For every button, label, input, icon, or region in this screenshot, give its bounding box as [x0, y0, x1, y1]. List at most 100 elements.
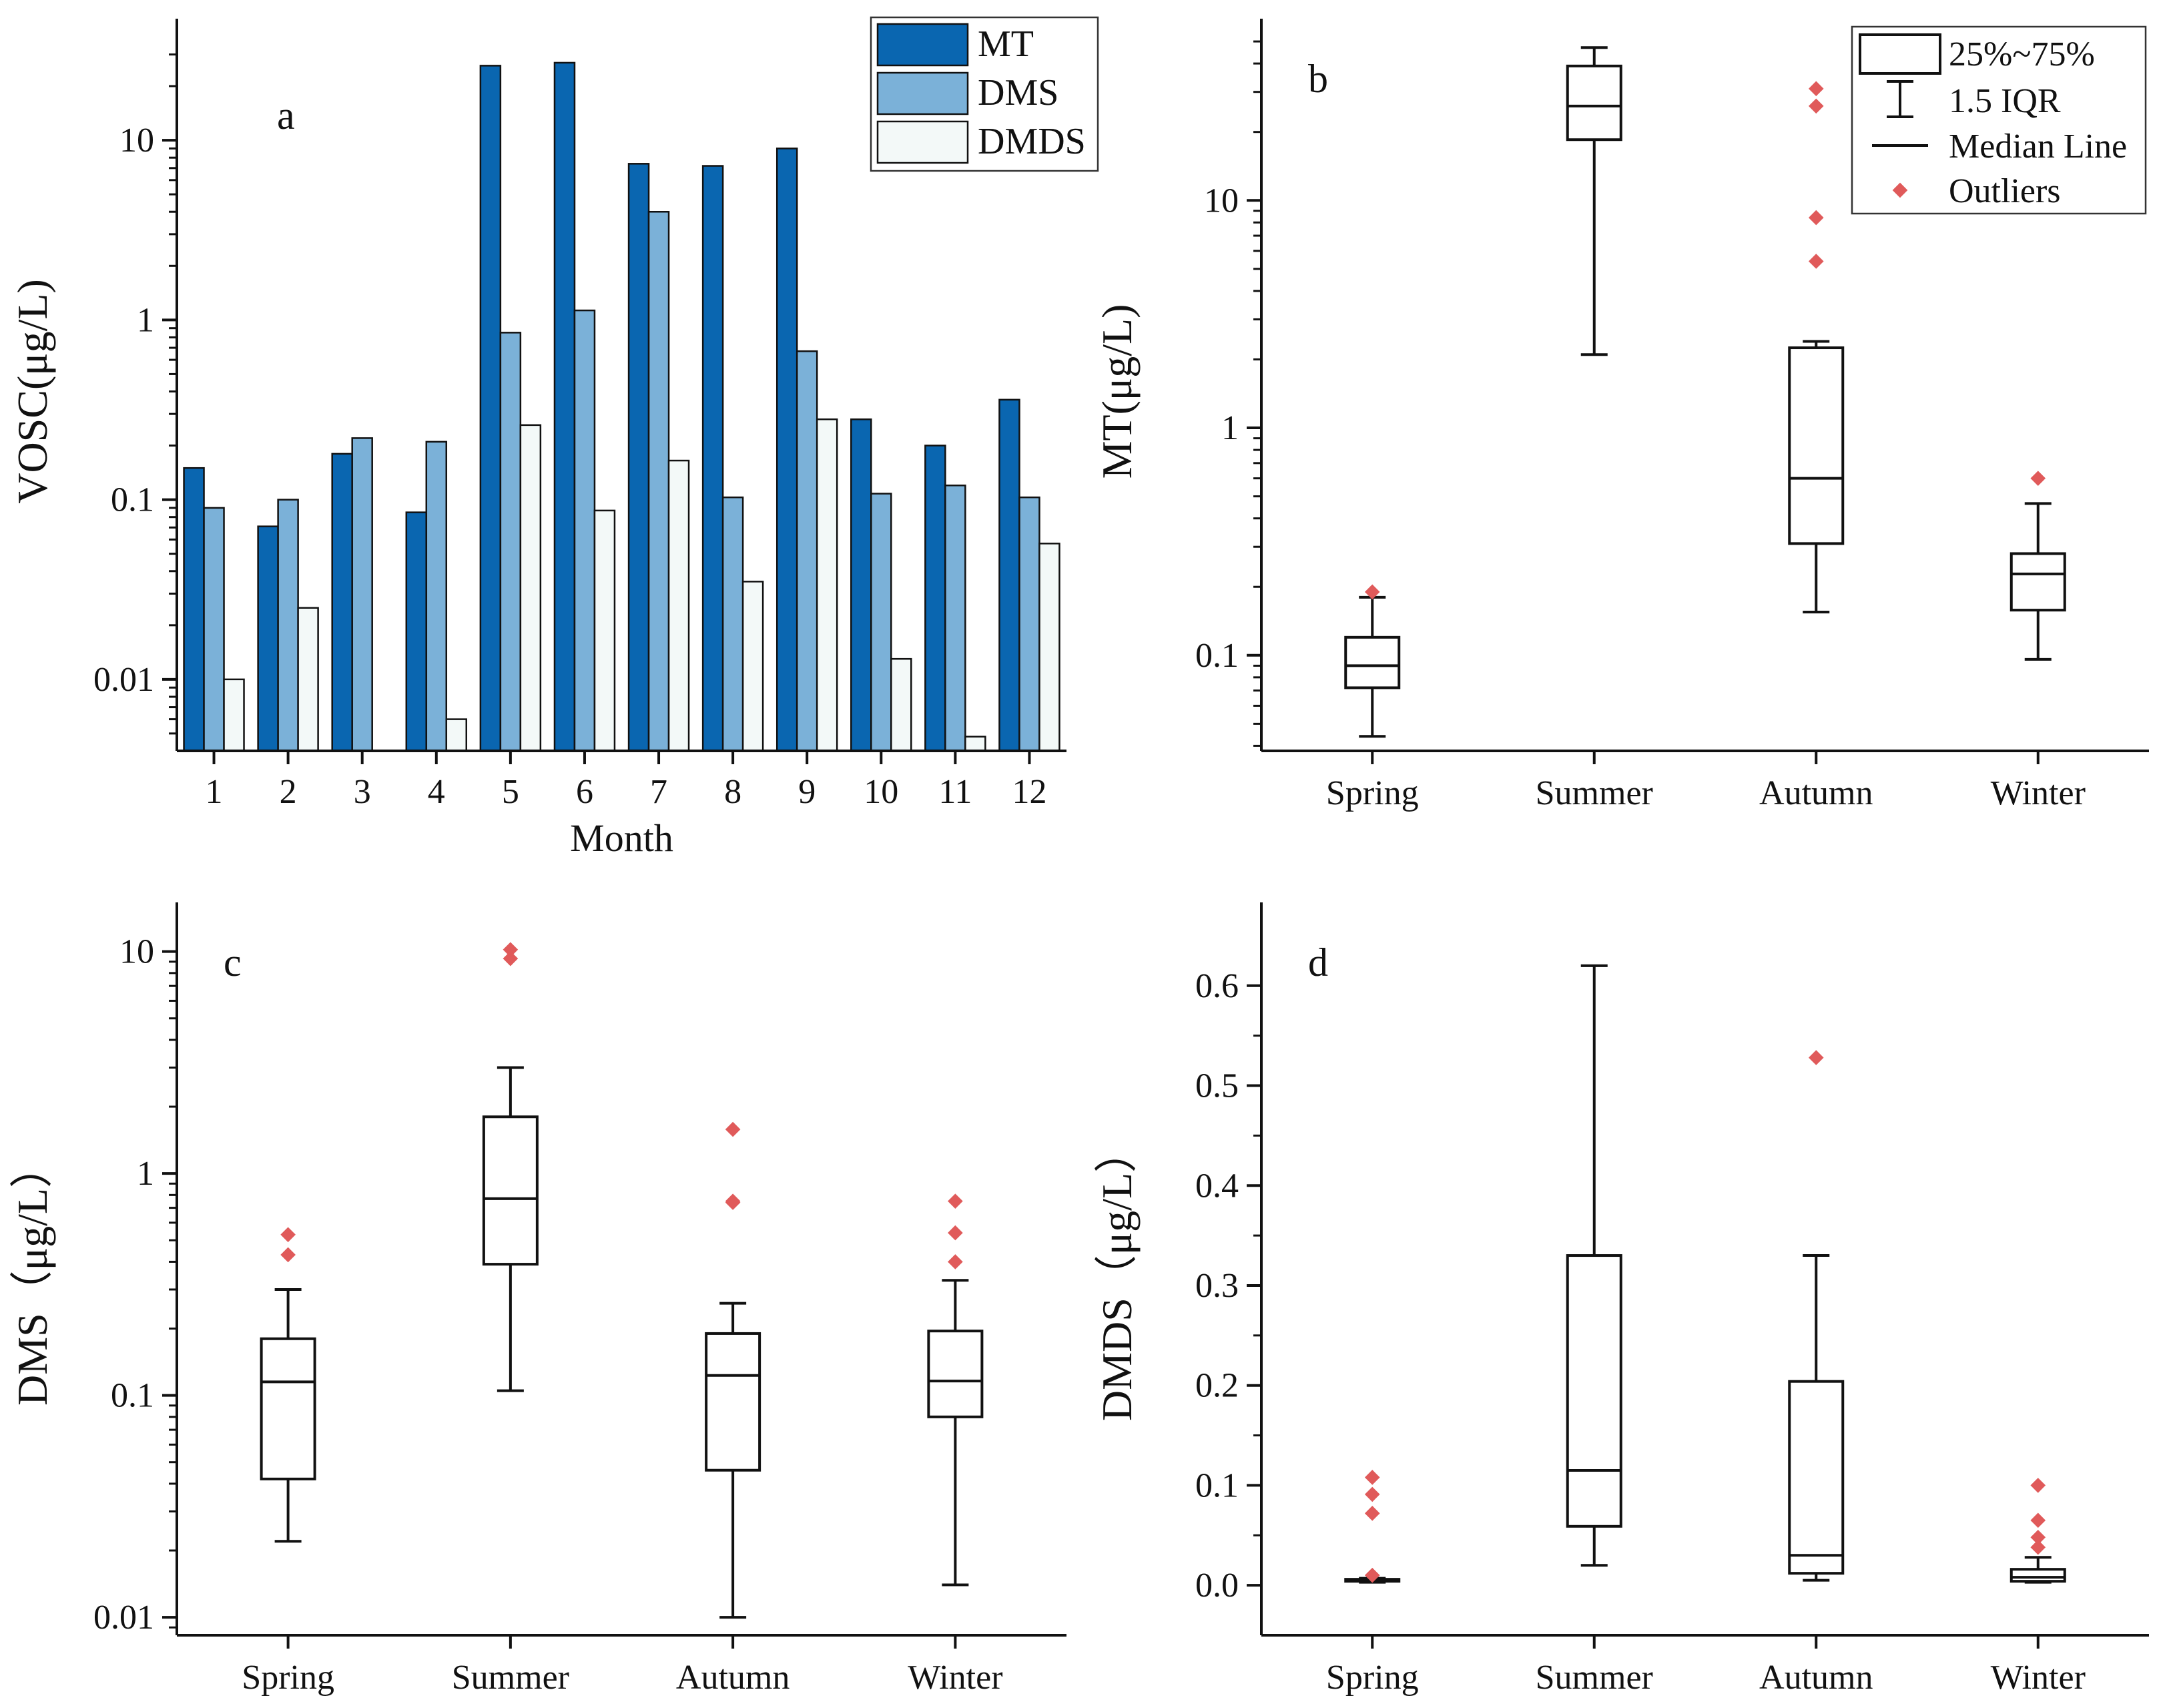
bar-mt-month-5 [479, 65, 502, 752]
legend-swatch-dmds [876, 120, 969, 164]
y-tick-label: 1 [137, 1155, 154, 1193]
panel-label: b [1308, 57, 1328, 101]
x-tick-label: 5 [502, 773, 519, 811]
outlier-point [2030, 471, 2046, 486]
bar-dmds-month-10 [890, 657, 912, 752]
x-tick-label: Winter [908, 1659, 1002, 1697]
panel-label: d [1308, 940, 1328, 984]
bar-dms-month-9 [796, 350, 818, 752]
bar-dmds-month-1 [223, 678, 245, 752]
panel-d-dmds-boxplot: Spring Summer Autumn Winter 0.0 0.1 0.2 0.3 0.4 0… [1093, 902, 2149, 1697]
legend-swatch-mt [876, 23, 969, 67]
y-tick-label: 0.01 [93, 661, 154, 699]
bar-dmds-month-5 [519, 424, 542, 752]
bar-dmds-month-12 [1038, 543, 1060, 752]
y-tick-label: 0.2 [1195, 1367, 1239, 1405]
bar-dmds-month-4 [445, 718, 468, 752]
outlier-point [503, 950, 519, 966]
bar-mt-month-10 [850, 418, 872, 752]
y-tick-label: 10 [119, 121, 154, 160]
outlier-point [2030, 1478, 2046, 1493]
y-axis-title: MT(μg/L) [1093, 304, 1141, 479]
box-spring [1344, 635, 1401, 689]
outlier-point [725, 1121, 741, 1137]
x-axis-title: Month [570, 816, 673, 860]
y-tick-label: 0.0 [1195, 1567, 1239, 1605]
y-tick-label: 0.4 [1195, 1167, 1239, 1205]
panel-b-mt-boxplot: Spring Summer Autumn Winter 0.1 1 10 MT(μg/L) b 2… [1093, 19, 2149, 812]
y-tick-label: 1 [1221, 409, 1239, 447]
x-tick-label: Summer [1536, 1659, 1653, 1697]
x-tick-label: Spring [1326, 1659, 1419, 1697]
x-tick-label: Spring [242, 1659, 334, 1697]
box-winter [2010, 552, 2066, 612]
x-tick-label: 2 [280, 773, 297, 811]
box-autumn [705, 1332, 761, 1472]
x-tick-label: 11 [938, 773, 972, 811]
outlier-point [280, 1247, 296, 1263]
bar-dmds-month-11 [964, 736, 986, 752]
x-tick-label: 4 [428, 773, 445, 811]
x-tick-label: 9 [798, 773, 816, 811]
x-tick-label: Autumn [1759, 774, 1873, 812]
panel-label: a [277, 93, 295, 137]
bar-dmds-month-7 [667, 459, 690, 752]
outlier-point [1364, 1567, 1380, 1583]
panel-c-dms-boxplot: Spring Summer Autumn Winter 0.01 0.1 1 10 DMS（μg… [9, 902, 1066, 1697]
legend-outlier-swatch [1892, 182, 1908, 198]
outlier-point [948, 1193, 963, 1209]
legend-label-median: Median Line [1949, 127, 2127, 166]
x-tick-label: 6 [576, 773, 593, 811]
outlier-point [503, 942, 519, 958]
x-tick-label: 1 [206, 773, 223, 811]
bar-mt-month-6 [553, 61, 576, 752]
bar-mt-month-2 [257, 525, 279, 752]
bar-mt-month-8 [701, 165, 724, 752]
bar-mt-month-11 [924, 445, 946, 752]
outlier-point [1808, 1050, 1824, 1065]
box-autumn [1788, 346, 1845, 545]
legend-label-whisker: 1.5 IQR [1949, 82, 2061, 120]
y-tick-label: 0.1 [1195, 637, 1239, 675]
bar-dmds-month-9 [816, 418, 838, 752]
x-tick-label: 12 [1012, 773, 1046, 811]
y-axis-title: DMDS（μg/L） [1093, 1130, 1141, 1421]
y-axis-title: DMS（μg/L） [9, 1145, 56, 1406]
legend-box-swatch [1859, 33, 1941, 75]
outlier-point [1808, 81, 1824, 97]
box-summer [1566, 64, 1622, 141]
x-tick-label: Winter [1991, 1659, 2086, 1697]
legend-swatch-dms [876, 71, 969, 115]
bar-dms-month-8 [721, 496, 744, 752]
outlier-point [1364, 1470, 1380, 1485]
bar-mt-month-7 [627, 163, 650, 752]
x-tick-label: Autumn [1759, 1659, 1873, 1697]
bar-dms-month-5 [499, 332, 522, 752]
box-autumn [1788, 1380, 1845, 1575]
y-tick-label: 0.6 [1195, 967, 1239, 1005]
y-tick-label: 0.1 [111, 481, 154, 519]
legend-box [1851, 25, 2147, 215]
y-tick-label: 10 [1204, 182, 1239, 220]
outlier-point [725, 1193, 741, 1209]
bar-dms-month-10 [870, 493, 892, 752]
outlier-point [1364, 584, 1380, 600]
box-winter [927, 1330, 984, 1418]
outlier-point [948, 1225, 963, 1241]
outlier-point [1808, 98, 1824, 114]
bar-mt-month-1 [183, 467, 205, 752]
y-tick-label: 0.3 [1195, 1267, 1239, 1305]
bar-dms-month-3 [351, 437, 373, 752]
outlier-point [1808, 210, 1824, 226]
legend-label-box: 25%~75% [1949, 35, 2095, 73]
x-tick-label: 7 [650, 773, 667, 811]
bar-dmds-month-6 [593, 509, 616, 752]
bar-dms-month-6 [573, 309, 596, 752]
x-tick-label: 3 [354, 773, 371, 811]
legend-label-dms: DMS [978, 72, 1058, 113]
outlier-point [1364, 1506, 1380, 1521]
y-tick-label: 1 [137, 301, 154, 339]
bar-mt-month-12 [998, 398, 1020, 752]
bar-dmds-month-8 [741, 581, 764, 752]
outlier-point [280, 1227, 296, 1243]
